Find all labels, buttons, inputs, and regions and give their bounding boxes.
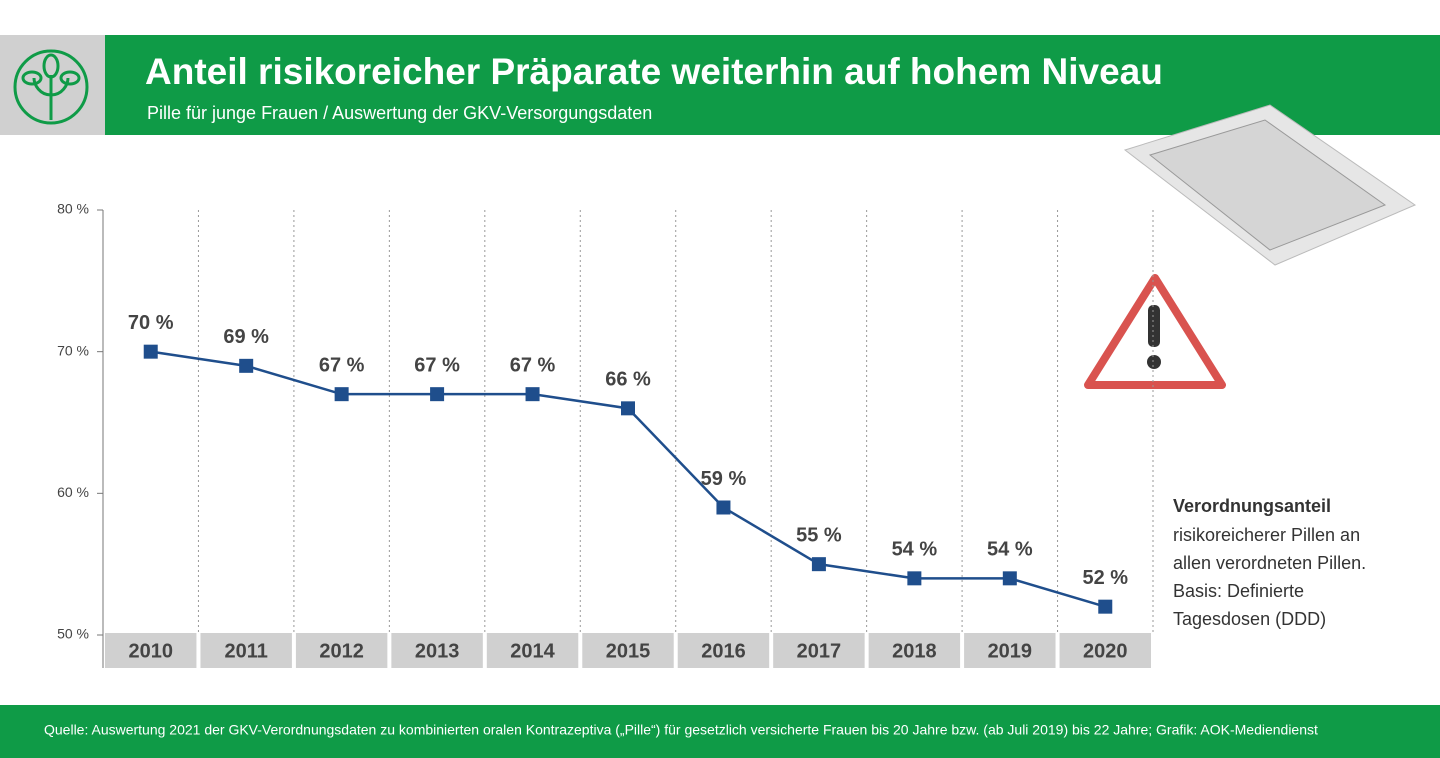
value-label: 69 % <box>223 326 269 348</box>
x-tick-label: 2016 <box>701 640 746 662</box>
value-label: 70 % <box>128 312 174 334</box>
marker <box>907 571 922 586</box>
marker <box>143 344 158 359</box>
category-box <box>677 633 770 668</box>
x-tick-label: 2011 <box>224 640 267 662</box>
chart-title: Anteil risikoreicher Präparate weiterhin… <box>145 51 1163 92</box>
value-label: 54 % <box>987 539 1033 561</box>
logo <box>13 49 89 125</box>
x-tick-label: 2020 <box>1083 640 1128 662</box>
category-box <box>1059 633 1151 668</box>
category-box <box>582 633 674 668</box>
category-box <box>868 633 961 668</box>
y-tick-label: 80 % <box>57 201 89 217</box>
marker <box>334 387 349 402</box>
x-tick-label: 2019 <box>988 640 1033 662</box>
value-label: 67 % <box>319 354 365 376</box>
footer-band <box>0 705 1440 758</box>
x-tick-label: 2014 <box>510 640 555 662</box>
x-tick-label: 2012 <box>319 640 364 662</box>
y-tick-label: 60 % <box>57 484 89 500</box>
marker <box>1002 571 1017 586</box>
category-box <box>200 633 292 668</box>
y-tick-label: 50 % <box>57 626 89 642</box>
note-line: allen verordneten Pillen. <box>1173 553 1366 573</box>
x-tick-label: 2010 <box>128 640 173 662</box>
marker <box>716 500 731 515</box>
pill-blister <box>1123 104 1417 266</box>
x-tick-label: 2017 <box>797 640 842 662</box>
marker <box>239 358 254 373</box>
note-title: Verordnungsanteil <box>1173 496 1331 516</box>
category-box <box>295 633 388 668</box>
category-box <box>486 633 579 668</box>
category-box <box>773 633 865 668</box>
marker <box>430 387 445 402</box>
note-line: Tagesdosen (DDD) <box>1173 609 1326 629</box>
x-tick-label: 2018 <box>892 640 937 662</box>
marker <box>1098 599 1113 614</box>
value-label: 52 % <box>1082 567 1128 589</box>
source: Quelle: Auswertung 2021 der GKV-Verordnu… <box>44 722 1318 738</box>
value-label: 59 % <box>701 468 747 490</box>
x-tick-label: 2013 <box>415 640 460 662</box>
header-band <box>105 35 1440 135</box>
marker <box>525 387 540 402</box>
marker <box>811 557 826 572</box>
category-box <box>391 633 483 668</box>
value-label: 55 % <box>796 524 842 546</box>
category-box <box>105 633 197 668</box>
value-label: 66 % <box>605 369 651 391</box>
marker <box>621 401 635 416</box>
chart-subtitle: Pille für junge Frauen / Auswertung der … <box>147 103 652 123</box>
warning-sign <box>1084 274 1226 389</box>
value-label: 67 % <box>414 354 460 376</box>
note-line: risikoreicherer Pillen an <box>1173 525 1360 545</box>
category-box <box>964 633 1056 668</box>
y-tick-label: 70 % <box>57 342 89 358</box>
value-label: 67 % <box>510 354 556 376</box>
note-line: Basis: Definierte <box>1173 581 1304 601</box>
x-tick-label: 2015 <box>606 640 651 662</box>
value-label: 54 % <box>892 539 938 561</box>
